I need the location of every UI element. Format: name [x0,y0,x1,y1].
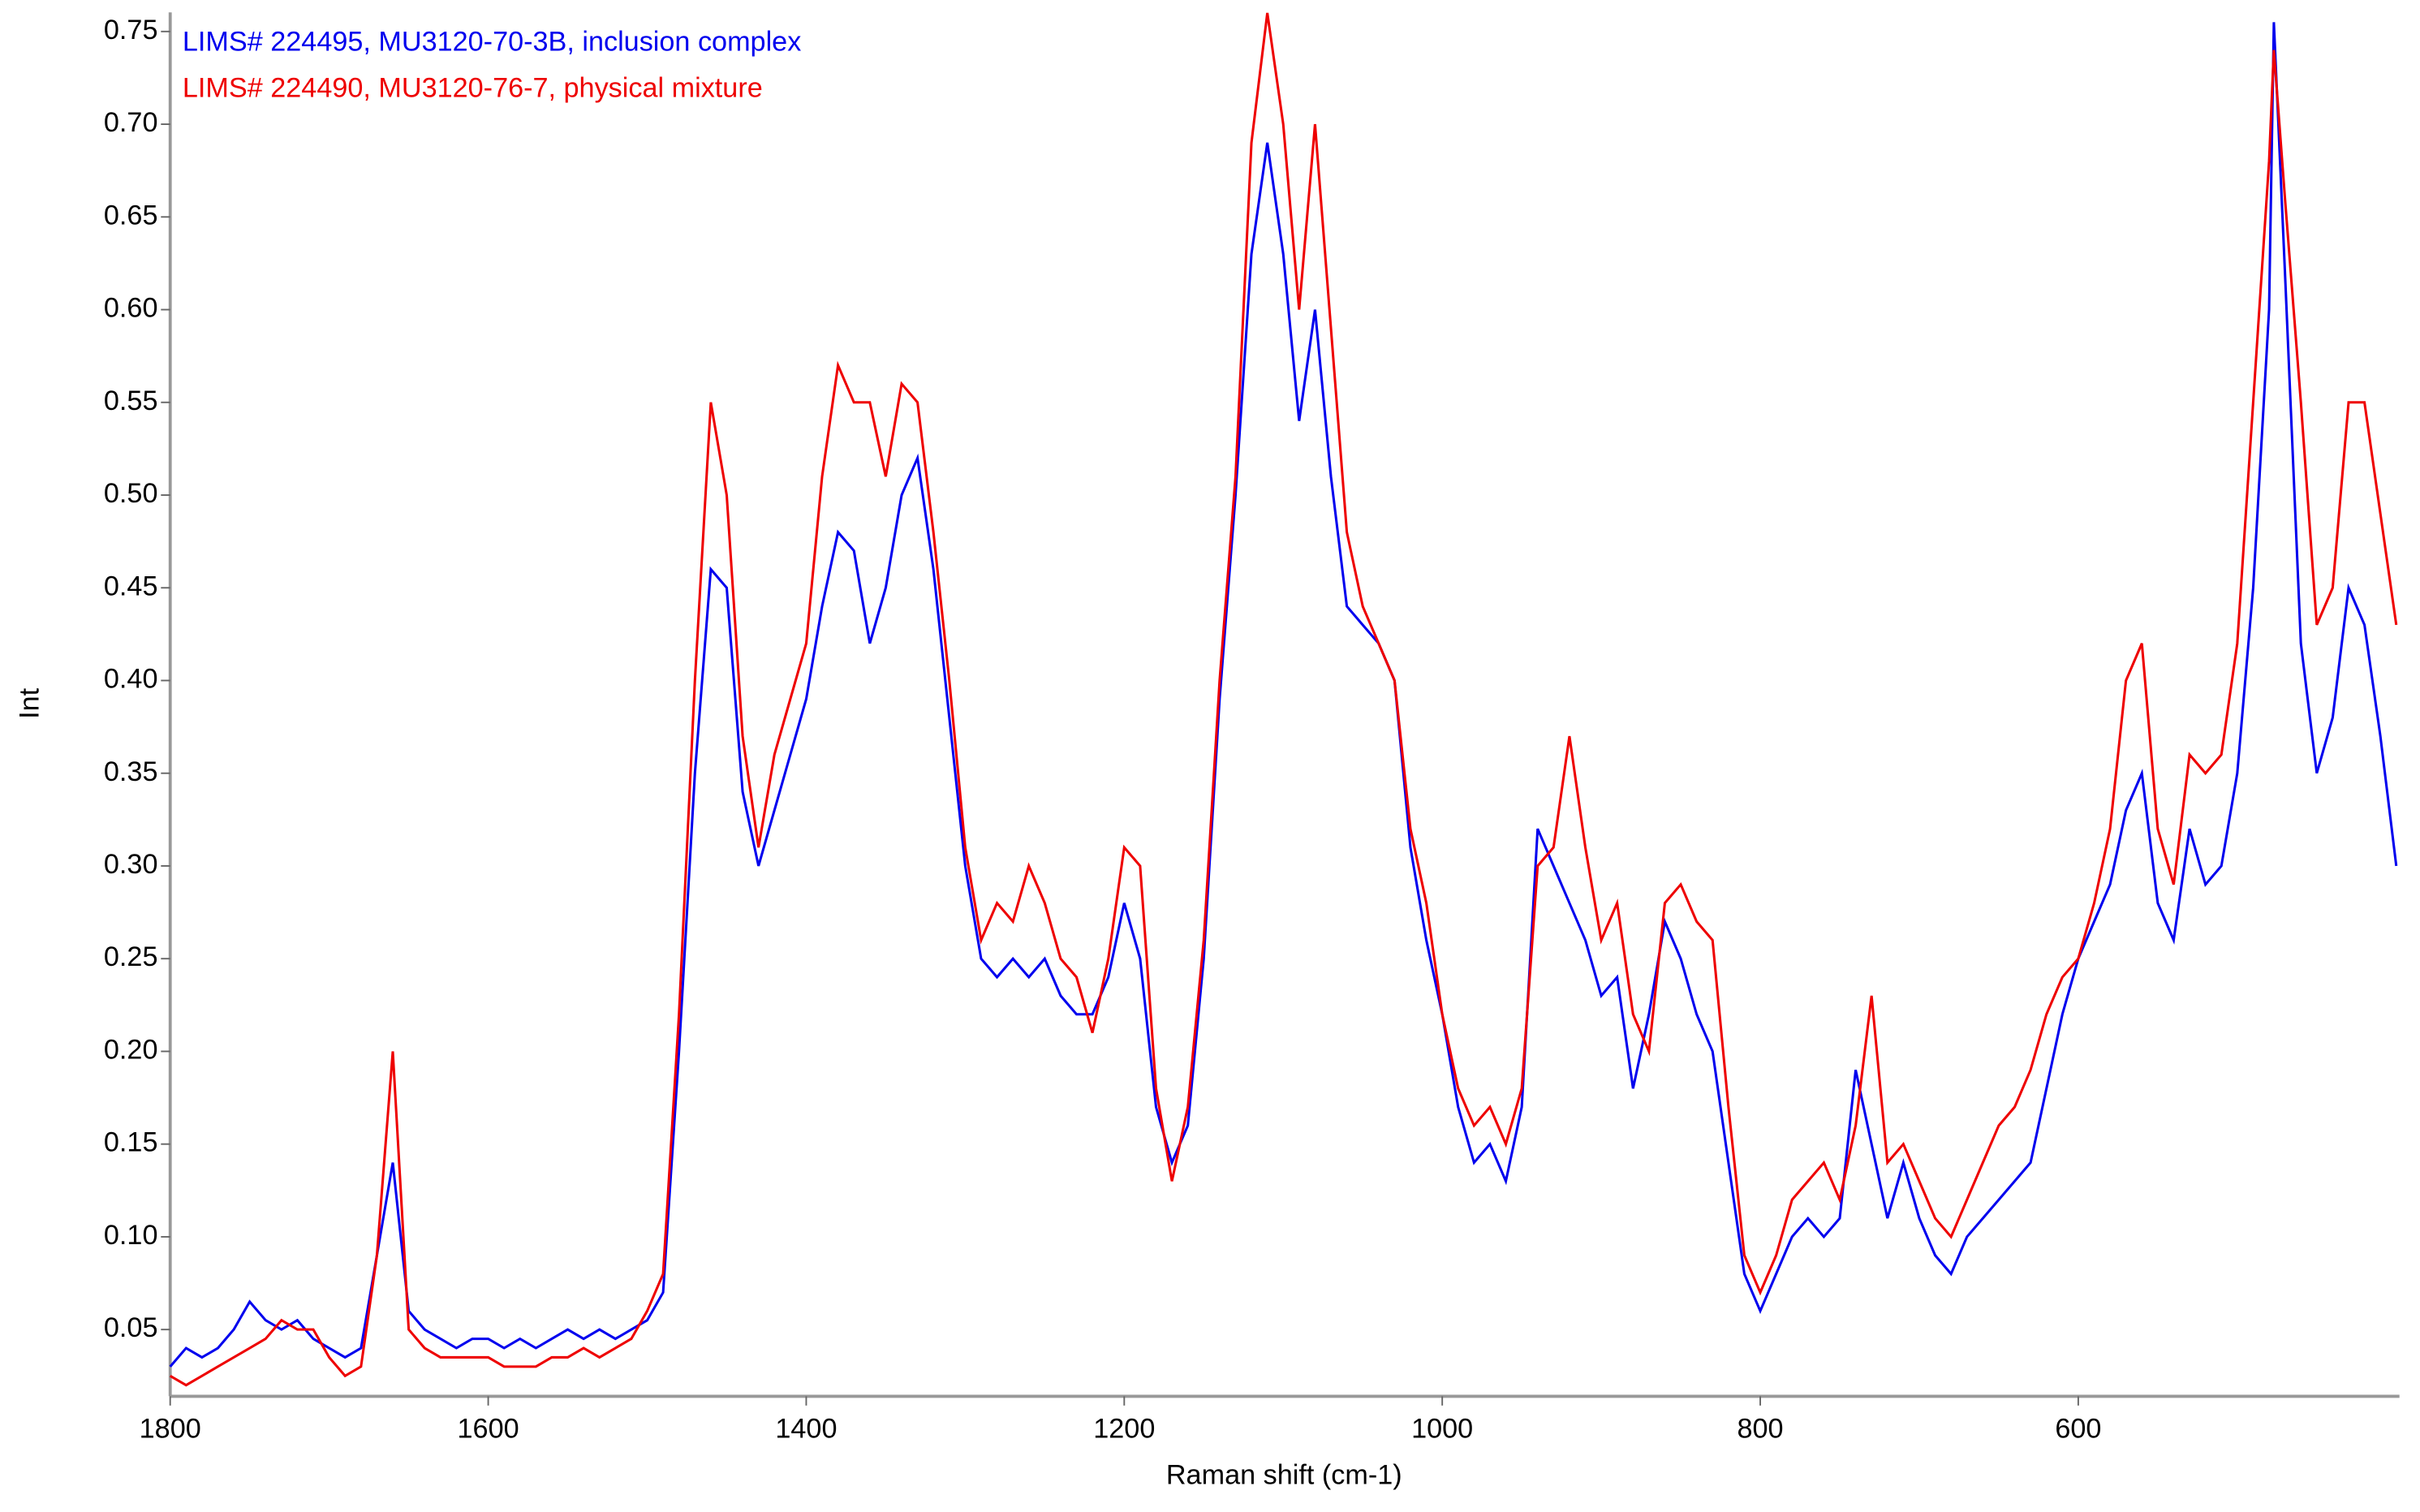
y-tick-label: 0.35 [104,756,158,787]
y-tick-label: 0.70 [104,107,158,138]
y-tick-label: 0.20 [104,1034,158,1065]
y-tick-label: 0.10 [104,1220,158,1251]
y-axis-label: Int [15,687,45,719]
y-tick-label: 0.45 [104,571,158,601]
y-tick-label: 0.05 [104,1312,158,1343]
x-tick-label: 1000 [1411,1413,1473,1444]
x-tick-label: 1200 [1093,1413,1155,1444]
y-tick-label: 0.55 [104,386,158,416]
series-line [169,22,2398,1368]
x-tick-label: 1600 [458,1413,519,1444]
y-tick-label: 0.25 [104,941,158,972]
x-tick-label: 800 [1737,1413,1783,1444]
legend-entry: LIMS# 224490, MU3120-76-7, physical mixt… [183,72,763,103]
x-tick-label: 1400 [775,1413,837,1444]
y-tick-label: 0.50 [104,478,158,509]
y-tick-label: 0.15 [104,1127,158,1158]
legend-entry: LIMS# 224495, MU3120-70-3B, inclusion co… [183,26,801,57]
x-axis-label: Raman shift (cm-1) [1166,1459,1402,1490]
y-tick-label: 0.65 [104,200,158,230]
x-tick-label: 1800 [140,1413,201,1444]
series-line [169,12,2398,1387]
y-tick-label: 0.30 [104,849,158,880]
y-tick-label: 0.40 [104,664,158,695]
y-tick-label: 0.60 [104,293,158,324]
x-tick-label: 600 [2055,1413,2101,1444]
y-tick-label: 0.75 [104,15,158,45]
